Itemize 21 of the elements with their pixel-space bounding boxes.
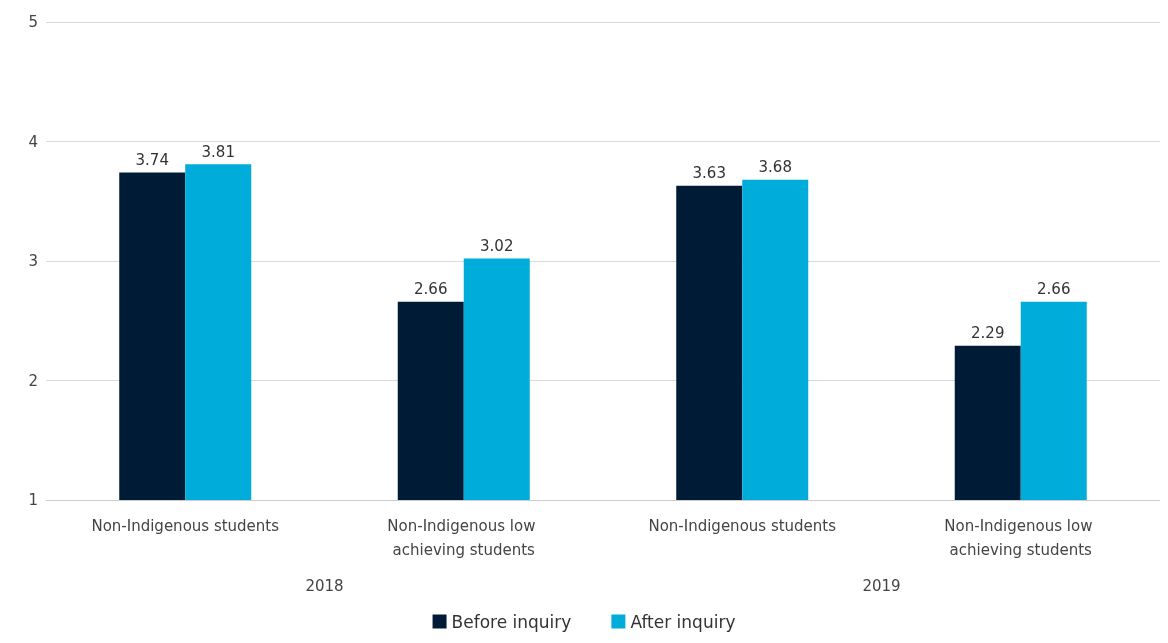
data-label: 2.66 bbox=[414, 280, 448, 299]
y-tick-label: 1 bbox=[28, 491, 38, 509]
data-label: 2.66 bbox=[1037, 280, 1071, 299]
y-tick-label: 5 bbox=[28, 13, 38, 31]
text: 2019 bbox=[862, 576, 901, 595]
x-tick-label: Non-Indigenous low achieving students bbox=[387, 517, 541, 559]
legend-label: Before inquiry bbox=[451, 611, 572, 632]
data-label: 3.81 bbox=[201, 142, 235, 161]
y-tick-label: 2 bbox=[28, 371, 38, 390]
data-label: 3.02 bbox=[480, 237, 514, 256]
y-tick-label: 4 bbox=[28, 132, 38, 151]
x-tick-label: Non-Indigenous students bbox=[648, 517, 837, 535]
data-label: 3.68 bbox=[758, 158, 792, 177]
x-tick-label: Non-Indigenous low achieving students bbox=[944, 517, 1098, 559]
data-label: 3.74 bbox=[135, 151, 169, 170]
data-label: 2.29 bbox=[971, 324, 1005, 343]
x-tick-label: Non-Indigenous students bbox=[91, 517, 280, 535]
y-tick-label: 3 bbox=[28, 252, 38, 270]
text: 2018 bbox=[305, 576, 344, 595]
data-label: 3.63 bbox=[692, 164, 726, 183]
legend-label: After inquiry bbox=[630, 611, 736, 632]
